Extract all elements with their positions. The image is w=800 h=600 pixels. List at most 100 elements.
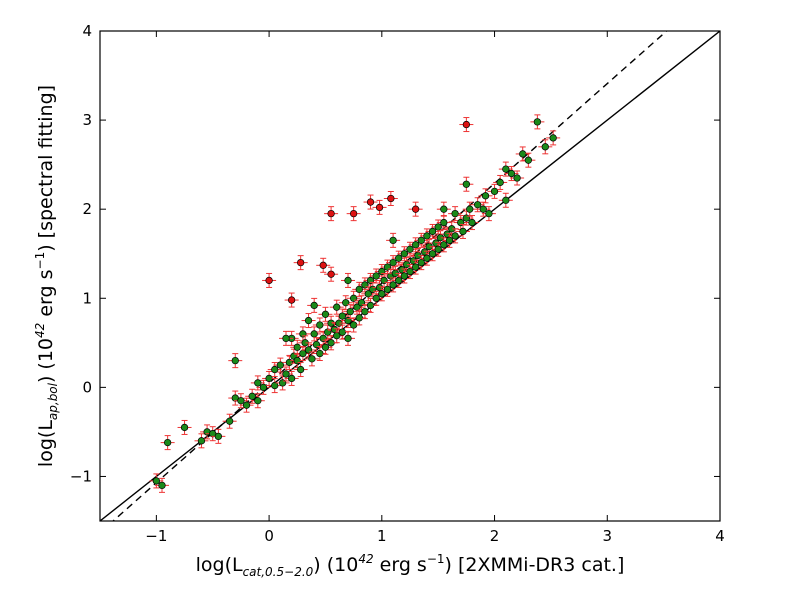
data-point-green <box>369 268 384 284</box>
data-point-green <box>357 304 372 320</box>
data-point-green <box>493 174 508 190</box>
data-point-red <box>383 190 398 206</box>
y-tick-label: 0 <box>82 378 92 396</box>
data-point-green <box>352 310 367 326</box>
data-point-green <box>335 324 350 340</box>
y-tick-label: 1 <box>82 289 92 307</box>
data-point-green <box>250 393 265 409</box>
data-point-green <box>329 299 344 315</box>
data-point-green <box>459 176 474 192</box>
data-point-green <box>324 315 339 331</box>
data-point-green <box>318 306 333 322</box>
data-point-green <box>352 281 367 297</box>
data-points <box>149 114 561 493</box>
data-point-red <box>316 257 331 273</box>
data-point-red <box>459 117 474 133</box>
data-point-green <box>436 237 451 253</box>
data-point-green <box>177 419 192 435</box>
data-point-green <box>538 139 553 155</box>
data-point-green <box>403 264 417 280</box>
data-point-green <box>455 223 470 239</box>
data-point-red <box>363 194 378 210</box>
data-point-green <box>462 201 477 217</box>
data-point-green <box>293 362 308 378</box>
x-axis-ticks: −1 0 1 2 3 4 <box>145 31 725 545</box>
y-tick-label: 4 <box>82 22 92 40</box>
data-point-green <box>279 330 293 346</box>
data-point-green <box>228 353 243 369</box>
data-point-green <box>194 433 209 449</box>
data-point-green <box>391 250 406 266</box>
data-point-green <box>391 272 406 288</box>
data-point-green <box>510 170 525 186</box>
data-point-green <box>205 426 220 442</box>
data-point-green <box>341 272 355 288</box>
data-point-green <box>267 378 282 394</box>
data-point-red <box>262 272 277 288</box>
data-point-green <box>279 366 293 382</box>
data-point-green <box>436 201 451 217</box>
data-point-red <box>346 206 361 222</box>
data-point-green <box>465 215 479 231</box>
x-tick-label: 0 <box>264 527 274 545</box>
plot-frame <box>99 30 721 522</box>
data-point-green <box>380 281 395 297</box>
data-point-green <box>470 197 485 213</box>
x-tick-label: 3 <box>602 527 612 545</box>
x-tick-label: 4 <box>715 527 725 545</box>
data-point-green <box>211 428 226 444</box>
data-point-green <box>222 413 237 429</box>
data-point-green <box>239 397 254 413</box>
data-point-red <box>324 206 339 222</box>
data-point-green <box>312 346 327 362</box>
data-point-green <box>155 477 169 493</box>
data-point-green <box>419 250 434 266</box>
data-point-red <box>293 255 308 271</box>
data-point-green <box>521 152 536 168</box>
data-point-green <box>403 241 417 257</box>
data-point-red <box>324 266 339 282</box>
data-point-green <box>307 297 322 313</box>
data-point-green <box>250 375 265 391</box>
y-tick-label: 3 <box>82 111 92 129</box>
data-point-red <box>372 199 387 215</box>
data-point-green <box>515 146 530 162</box>
data-point-green <box>481 206 496 222</box>
y-axis-ticks: −1 0 1 2 3 4 <box>70 22 720 485</box>
data-point-green <box>478 188 493 204</box>
data-point-green <box>546 130 561 146</box>
data-point-green <box>256 379 271 395</box>
x-tick-label: 2 <box>490 527 500 545</box>
data-point-green <box>386 232 401 248</box>
data-point-green <box>504 166 519 182</box>
data-point-green <box>425 223 440 239</box>
x-tick-label: 1 <box>377 527 387 545</box>
data-point-green <box>444 221 459 237</box>
y-tick-label: 2 <box>82 200 92 218</box>
data-point-green <box>487 183 502 199</box>
data-point-green <box>284 370 299 386</box>
data-point-green <box>442 232 457 248</box>
data-point-green <box>530 114 545 130</box>
data-point-green <box>498 192 513 208</box>
data-point-green <box>448 228 463 244</box>
x-tick-label: −1 <box>145 527 167 545</box>
data-point-red <box>408 201 423 217</box>
data-point-green <box>267 362 282 378</box>
data-point-green <box>335 308 350 324</box>
data-point-red <box>284 292 299 308</box>
data-point-green <box>397 268 412 284</box>
data-point-green <box>273 357 288 373</box>
data-point-green <box>410 248 425 264</box>
data-point-green <box>414 232 429 248</box>
data-point-green <box>160 435 175 451</box>
data-point-green <box>290 339 305 355</box>
data-point-green <box>301 313 316 329</box>
data-point-green <box>341 330 355 346</box>
y-axis-label: log(Lap,bol) (1042 erg s−1) [spectral fi… <box>33 85 60 467</box>
data-point-green <box>448 206 463 222</box>
y-tick-label: −1 <box>70 467 92 485</box>
x-axis-label: log(Lcat,0.5−2.0) (1042 erg s−1) [2XMMi-… <box>196 552 625 579</box>
data-point-green <box>414 255 429 271</box>
